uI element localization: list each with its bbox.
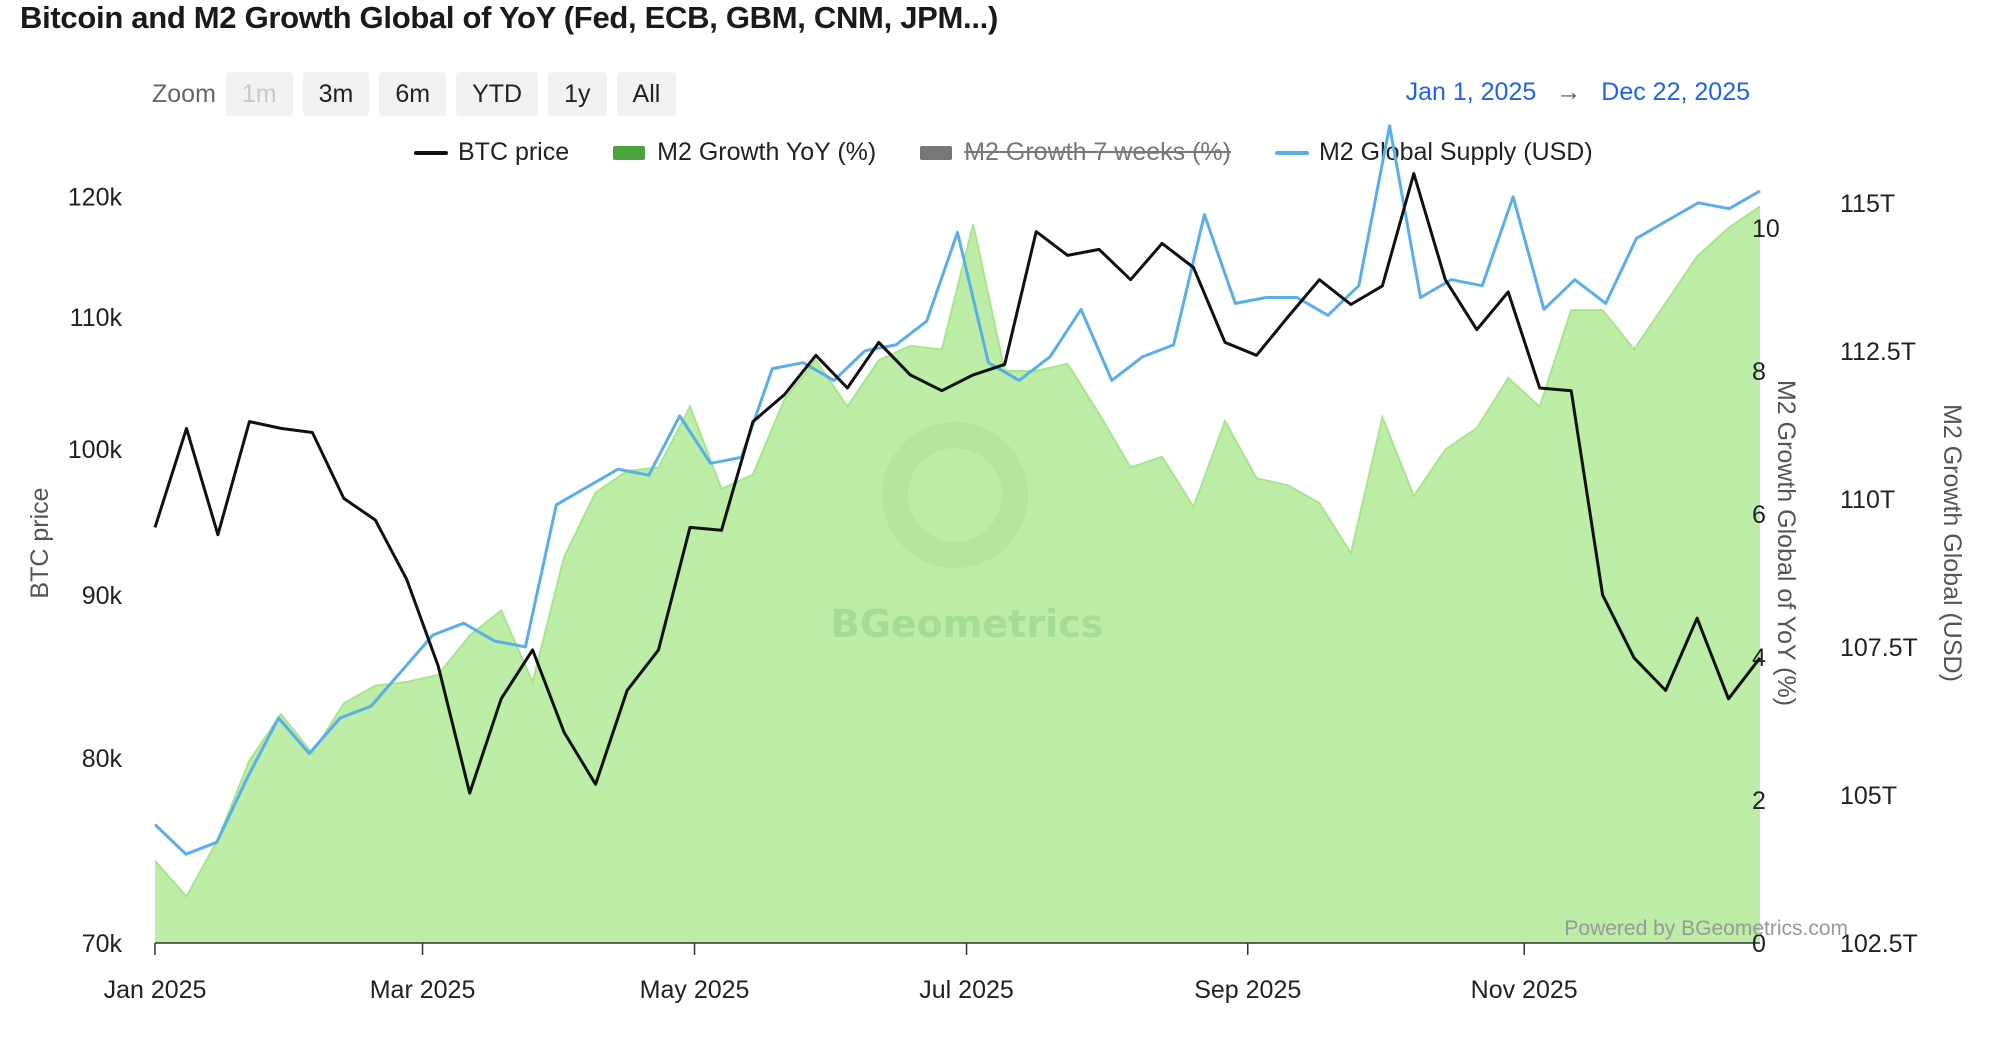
range-arrow-icon: → bbox=[1556, 78, 1582, 106]
y-axis-right2-tick-label: 112.5T bbox=[1840, 338, 1916, 366]
y-axis-left-tick-label: 80k bbox=[82, 745, 123, 773]
y-axis-right1-tick-label: 8 bbox=[1752, 358, 1766, 386]
m2-growth-yoy-line[interactable] bbox=[154, 205, 1761, 899]
zoom-bar: Zoom 1m 3m 6m YTD 1y All bbox=[152, 72, 686, 116]
y-axis-right1-tick-label: 0 bbox=[1752, 930, 1766, 958]
x-axis-tick-label: Jan 2025 bbox=[104, 976, 207, 1004]
zoom-6m-button[interactable]: 6m bbox=[379, 72, 447, 116]
zoom-1m-button[interactable]: 1m bbox=[225, 72, 293, 116]
y-axis-right1-tick-label: 10 bbox=[1752, 215, 1780, 243]
legend-area-icon bbox=[920, 145, 953, 160]
y-axis-left-tick-label: 100k bbox=[68, 436, 123, 464]
x-axis-tick-label: Sep 2025 bbox=[1194, 976, 1301, 1004]
legend-line-icon bbox=[414, 150, 448, 155]
legend-label: BTC price bbox=[458, 138, 570, 166]
y-axis-left-tick-label: 90k bbox=[82, 582, 123, 610]
legend-item-m2-global-supply[interactable]: M2 Global Supply (USD) bbox=[1274, 138, 1593, 167]
range-from-date[interactable]: Jan 1, 2025 bbox=[1405, 78, 1537, 106]
legend-item-m2-growth-yoy[interactable]: M2 Growth YoY (%) bbox=[613, 138, 876, 167]
zoom-ytd-button[interactable]: YTD bbox=[456, 72, 539, 116]
y-axis-left-title: BTC price bbox=[26, 487, 54, 598]
chart-title: Bitcoin and M2 Growth Global of YoY (Fed… bbox=[20, 0, 998, 35]
range-to-date[interactable]: Dec 22, 2025 bbox=[1601, 78, 1750, 106]
y-axis-left-tick-label: 110k bbox=[70, 304, 123, 332]
legend-area-icon bbox=[613, 145, 646, 160]
m2-growth-yoy-area[interactable] bbox=[155, 206, 1760, 944]
y-axis-right1-title: M2 Growth Global of YoY (%) bbox=[1772, 380, 1800, 706]
x-axis-tick-label: Mar 2025 bbox=[370, 976, 476, 1004]
legend-item-m2-growth-7-weeks[interactable]: M2 Growth 7 weeks (%) bbox=[920, 138, 1231, 167]
legend-line-icon bbox=[1274, 150, 1309, 155]
watermark-logo-icon bbox=[882, 422, 1028, 568]
x-axis-tick-label: Nov 2025 bbox=[1471, 976, 1578, 1004]
watermark-text: BGeometrics bbox=[831, 602, 1103, 646]
legend-label: M2 Growth 7 weeks (%) bbox=[964, 138, 1231, 166]
date-range: Jan 1, 2025 → Dec 22, 2025 bbox=[1406, 78, 1750, 107]
y-axis-right2-tick-label: 115T bbox=[1840, 190, 1895, 218]
legend-label: M2 Growth YoY (%) bbox=[657, 138, 877, 166]
legend-label: M2 Global Supply (USD) bbox=[1318, 138, 1593, 166]
y-axis-right2-tick-label: 110T bbox=[1840, 486, 1895, 514]
y-axis-right2-tick-label: 107.5T bbox=[1840, 634, 1918, 662]
btc-price-line[interactable] bbox=[153, 172, 1762, 795]
zoom-3m-button[interactable]: 3m bbox=[302, 72, 370, 116]
credit-link: Powered by BGeometrics.com bbox=[1564, 917, 1848, 940]
y-axis-right1-tick-label: 2 bbox=[1752, 787, 1766, 815]
y-axis-right2-title: M2 Growth Global (USD) bbox=[1938, 404, 1966, 682]
y-axis-right2-tick-label: 102.5T bbox=[1840, 930, 1918, 958]
m2-global-supply-line[interactable] bbox=[153, 124, 1761, 856]
x-axis-tick-label: May 2025 bbox=[640, 976, 750, 1004]
zoom-label: Zoom bbox=[152, 79, 216, 108]
x-axis-tick-label: Jul 2025 bbox=[919, 976, 1014, 1004]
y-axis-left-tick-label: 120k bbox=[68, 183, 123, 211]
y-axis-left-tick-label: 70k bbox=[82, 930, 123, 958]
legend-item-btc-price[interactable]: BTC price bbox=[414, 138, 569, 167]
legend: BTC price M2 Growth YoY (%) M2 Growth 7 … bbox=[414, 138, 1637, 167]
zoom-all-button[interactable]: All bbox=[616, 72, 677, 116]
y-axis-right2-tick-label: 105T bbox=[1840, 782, 1897, 810]
zoom-1y-button[interactable]: 1y bbox=[548, 72, 607, 116]
y-axis-right1-tick-label: 6 bbox=[1752, 501, 1766, 529]
